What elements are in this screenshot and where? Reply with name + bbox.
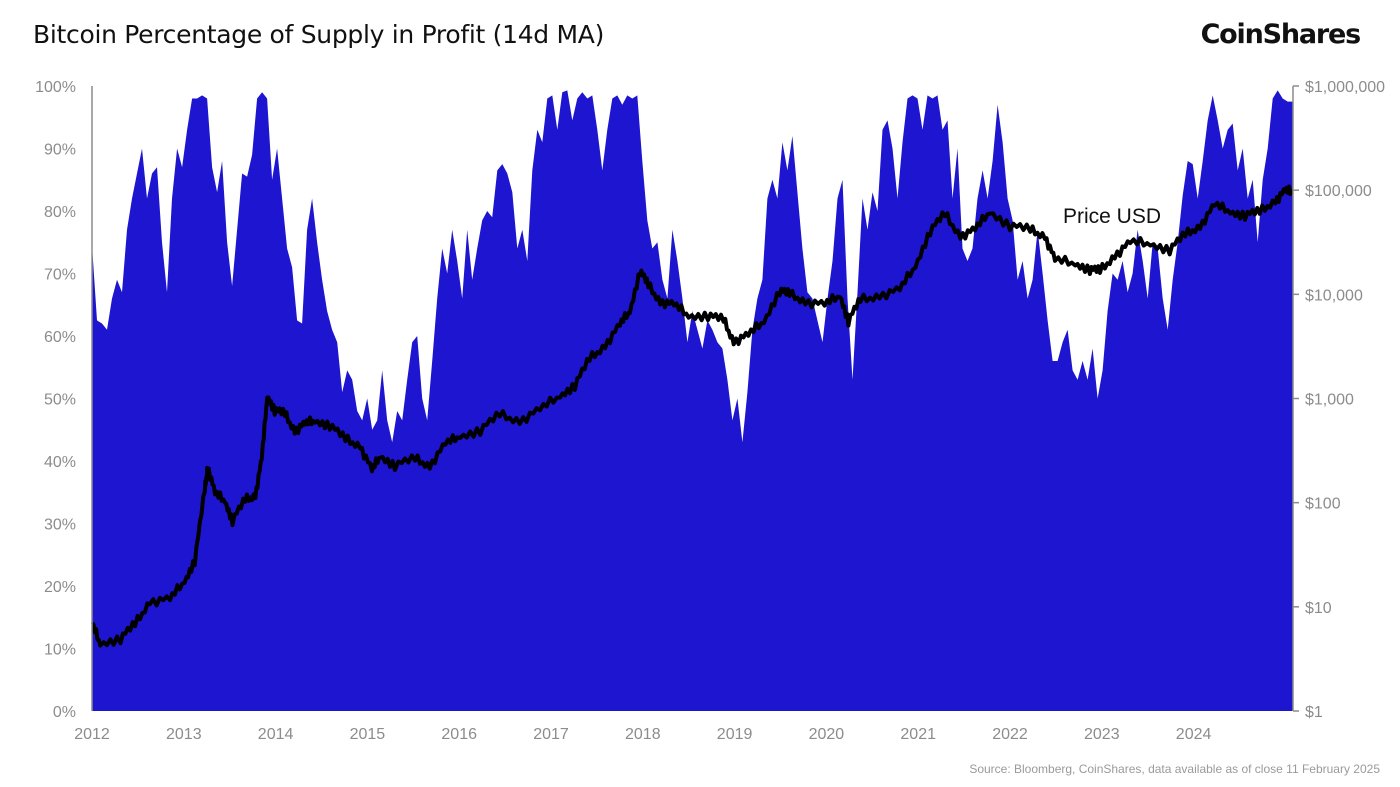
y-right-tick-label: $1,000 bbox=[1305, 392, 1354, 409]
y-right-tick-label: $1,000,000 bbox=[1305, 79, 1385, 96]
y-left-tick-label: 100% bbox=[35, 79, 76, 96]
y-left-tick-label: 30% bbox=[44, 517, 76, 534]
x-tick-label: 2016 bbox=[441, 726, 477, 743]
y-left-tick-label: 50% bbox=[44, 392, 76, 409]
y-right-tick-label: $10 bbox=[1305, 600, 1332, 617]
x-tick-label: 2021 bbox=[900, 726, 936, 743]
coinshares-logo: CoinShares bbox=[1200, 19, 1362, 50]
source-note: Source: Bloomberg, CoinShares, data avai… bbox=[969, 762, 1380, 776]
y-right-tick-label: $10,000 bbox=[1305, 287, 1363, 304]
y-left-tick-label: 90% bbox=[44, 142, 76, 159]
x-tick-label: 2014 bbox=[258, 726, 294, 743]
profit-area bbox=[92, 90, 1293, 711]
price-line-layer bbox=[91, 184, 1294, 648]
x-tick-label: 2018 bbox=[625, 726, 661, 743]
chart-title: Bitcoin Percentage of Supply in Profit (… bbox=[33, 20, 605, 49]
x-tick-label: 2020 bbox=[809, 726, 845, 743]
x-tick-label: 2013 bbox=[166, 726, 202, 743]
y-left-tick-label: 20% bbox=[44, 579, 76, 596]
x-tick-label: 2024 bbox=[1176, 726, 1212, 743]
y-left-tick-label: 10% bbox=[44, 642, 76, 659]
price-annotation: Price USD bbox=[1063, 205, 1161, 228]
y-left-tick-label: 0% bbox=[53, 704, 76, 721]
x-tick-label: 2012 bbox=[74, 726, 110, 743]
x-tick-label: 2023 bbox=[1084, 726, 1120, 743]
y-right-tick-label: $100 bbox=[1305, 496, 1341, 513]
y-left-tick-label: 80% bbox=[44, 204, 76, 221]
y-left-tick-label: 40% bbox=[44, 454, 76, 471]
profit-area-layer bbox=[92, 90, 1293, 711]
x-tick-label: 2015 bbox=[350, 726, 386, 743]
x-tick-label: 2019 bbox=[717, 726, 753, 743]
x-tick-label: 2022 bbox=[992, 726, 1028, 743]
y-right-tick-label: $100,000 bbox=[1305, 183, 1372, 200]
y-left-tick-label: 70% bbox=[44, 267, 76, 284]
axes: 0% 10% 20% 30% 40% 50% 60% 70% 80% 90% 100% $1 $10 $1… bbox=[35, 79, 1385, 743]
price-line bbox=[91, 184, 1294, 648]
x-tick-label: 2017 bbox=[533, 726, 569, 743]
y-right-tick-label: $1 bbox=[1305, 704, 1323, 721]
y-left-tick-label: 60% bbox=[44, 329, 76, 346]
